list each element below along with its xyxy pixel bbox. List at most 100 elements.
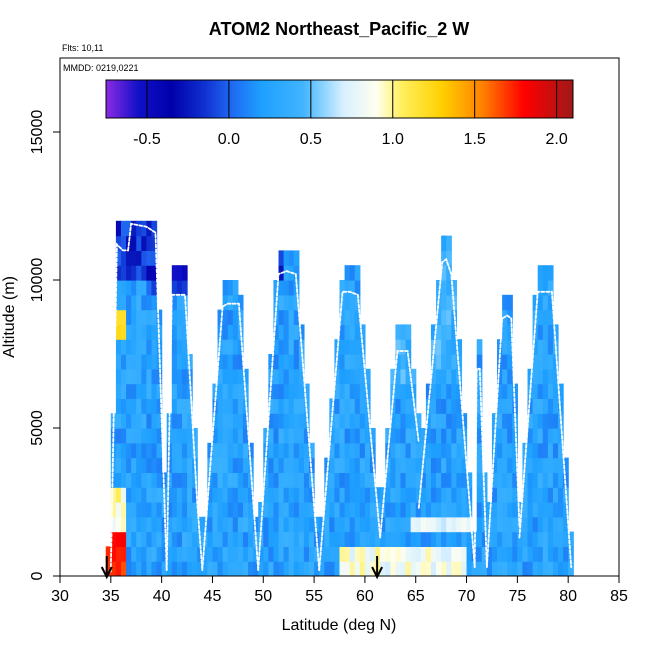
heatmap-cell <box>222 294 229 311</box>
heatmap-cell <box>436 428 442 444</box>
heatmap-cell <box>507 472 513 488</box>
heatmap-cell <box>283 472 290 488</box>
heatmap-cell <box>542 398 549 414</box>
heatmap-cell <box>309 531 315 547</box>
heatmap-cell <box>156 413 163 429</box>
heatmap-cell <box>461 546 468 562</box>
heatmap-cell <box>146 413 153 429</box>
heatmap-cell <box>171 561 178 576</box>
heatmap-cell <box>166 457 173 473</box>
heatmap-cell <box>339 502 346 518</box>
heatmap-cell <box>176 309 183 325</box>
heatmap-cell <box>390 457 396 473</box>
heatmap-cell <box>364 516 371 533</box>
heatmap-cell <box>222 487 229 503</box>
heatmap-cell <box>171 294 178 311</box>
heatmap-cell <box>309 487 315 503</box>
heatmap-cell <box>451 383 457 399</box>
heatmap-cell <box>212 516 219 533</box>
heatmap-cell <box>359 546 366 562</box>
heatmap-cell <box>273 442 280 459</box>
heatmap-cell <box>120 368 127 385</box>
heatmap-cell <box>115 442 122 459</box>
heatmap-cell <box>380 531 386 547</box>
heatmap-cell <box>436 516 442 533</box>
heatmap-cell <box>227 531 234 547</box>
heatmap-cell <box>486 531 493 547</box>
heatmap-cell <box>344 502 351 518</box>
heatmap-cell <box>298 546 305 562</box>
heatmap-cell <box>441 324 447 340</box>
heatmap-cell <box>430 398 437 414</box>
heatmap-cell <box>532 428 539 444</box>
heatmap-cell <box>502 546 508 562</box>
heatmap-cell <box>446 428 452 444</box>
heatmap-cell <box>293 250 300 266</box>
heatmap-cell <box>400 368 407 385</box>
heatmap-cell <box>395 457 402 473</box>
heatmap-cell <box>497 516 503 533</box>
heatmap-cell <box>446 502 452 518</box>
heatmap-cell <box>181 442 188 459</box>
heatmap-cell <box>420 531 427 547</box>
heatmap-cell <box>507 428 513 444</box>
heatmap-cell <box>385 502 391 518</box>
heatmap-cell <box>339 354 346 370</box>
heatmap-cell <box>425 502 432 518</box>
heatmap-cell <box>339 324 346 340</box>
heatmap-cell <box>563 472 569 488</box>
heatmap-cell <box>542 309 549 325</box>
heatmap-cell <box>542 368 549 385</box>
heatmap-cell <box>527 457 534 473</box>
x-tick-label: 45 <box>204 588 222 605</box>
heatmap-cell <box>512 442 518 459</box>
heatmap-cell <box>176 294 183 311</box>
heatmap-cell <box>227 280 234 296</box>
heatmap-cell <box>288 457 295 473</box>
heatmap-cell <box>176 546 183 562</box>
heatmap-cell <box>268 502 275 518</box>
heatmap-cell <box>400 428 407 444</box>
heatmap-cell <box>354 324 361 340</box>
heatmap-cell <box>151 487 158 503</box>
heatmap-cell <box>507 339 513 355</box>
x-tick-label: 50 <box>254 588 272 605</box>
heatmap-cell <box>558 531 564 547</box>
heatmap-cell <box>176 354 183 370</box>
heatmap-cell <box>126 280 132 296</box>
heatmap-cell <box>430 487 437 503</box>
heatmap-cell <box>110 487 117 503</box>
heatmap-cell <box>146 294 153 311</box>
heatmap-cell <box>568 546 574 562</box>
heatmap-cell <box>248 561 254 576</box>
heatmap-cell <box>278 309 285 325</box>
heatmap-cell <box>456 383 463 399</box>
heatmap-cell <box>115 472 122 488</box>
heatmap-cell <box>273 472 280 488</box>
heatmap-cell <box>369 516 376 533</box>
plot-frame <box>59 57 620 577</box>
heatmap-cell <box>293 383 300 399</box>
heatmap-cell <box>115 383 122 399</box>
heatmap-cell <box>537 280 544 296</box>
heatmap-cell <box>344 546 351 562</box>
heatmap-cell <box>273 368 280 385</box>
heatmap-cell <box>476 546 483 562</box>
heatmap-cell <box>232 502 239 518</box>
heatmap-cell <box>420 561 427 576</box>
heatmap-cell <box>405 502 412 518</box>
heatmap-cell <box>446 398 452 414</box>
heatmap-cell <box>537 531 544 547</box>
heatmap-cell <box>339 561 346 576</box>
heatmap-cell <box>278 398 285 414</box>
heatmap-cell <box>563 531 569 547</box>
heatmap-cell <box>237 487 244 503</box>
heatmap-cell <box>512 516 518 533</box>
heatmap-cell <box>390 428 396 444</box>
heatmap-cell <box>405 561 412 576</box>
heatmap-cell <box>507 531 513 547</box>
heatmap-cell <box>283 428 290 444</box>
heatmap-cell <box>395 531 402 547</box>
heatmap-cell <box>456 428 463 444</box>
heatmap-cell <box>542 383 549 399</box>
